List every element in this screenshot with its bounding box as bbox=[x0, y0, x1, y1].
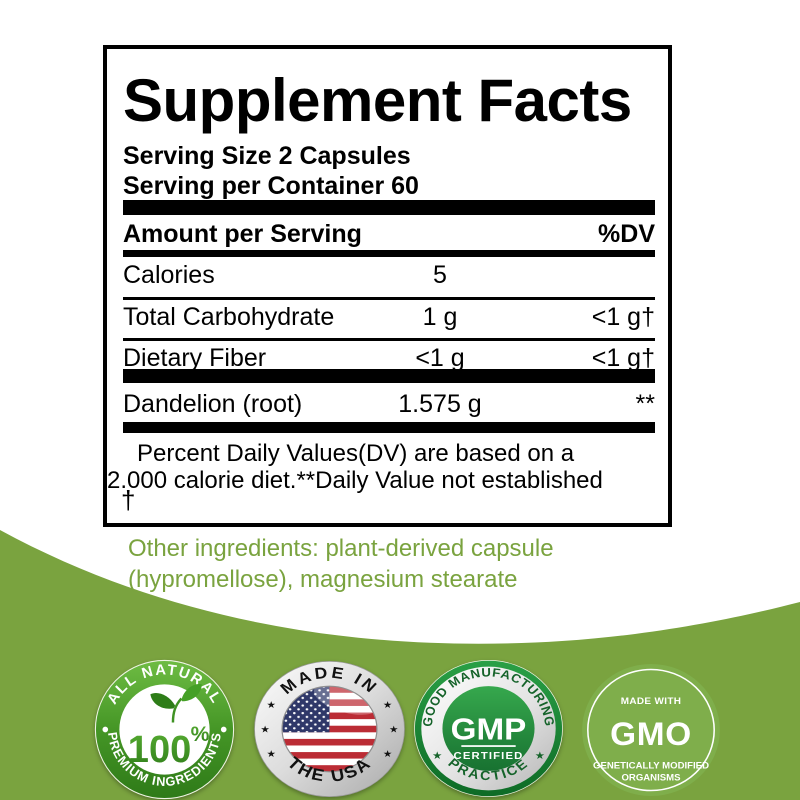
star-icon: ★ bbox=[266, 749, 276, 759]
supplement-facts-panel: Supplement Facts Serving Size 2 Capsules… bbox=[103, 45, 672, 527]
star-icon: ★ bbox=[383, 749, 393, 759]
nutrient-dv: <1 g† bbox=[591, 303, 655, 331]
amount-per-serving-header: Amount per Serving bbox=[123, 220, 362, 248]
footnote-dagger: † bbox=[121, 485, 136, 515]
hundred-percent-value: 100 bbox=[128, 729, 192, 771]
serving-size: Serving Size 2 Capsules bbox=[123, 142, 411, 170]
leaf-sprout-icon bbox=[171, 697, 183, 723]
panel-title: Supplement Facts bbox=[123, 67, 632, 134]
table-row: Calories 5 bbox=[123, 261, 655, 295]
dv-header: %DV bbox=[598, 220, 655, 248]
other-ingredients-line: Other ingredients: plant-derived capsule bbox=[128, 535, 554, 562]
star-icon: ★ bbox=[389, 725, 399, 735]
all-natural-badge: ALL NATURAL PREMIUM INGREDIENTS 100 % bbox=[94, 659, 235, 800]
thick-divider bbox=[123, 422, 655, 433]
nutrient-amount: 5 bbox=[433, 261, 447, 289]
leaf-icon bbox=[181, 683, 202, 702]
dot-separator bbox=[220, 726, 227, 733]
row-divider bbox=[123, 297, 655, 300]
other-ingredients: Other ingredients: plant-derived capsule… bbox=[128, 533, 554, 595]
gmo-value: GMO bbox=[610, 716, 692, 752]
made-in-usa-badge: MADE IN THE USA ★ ★ ★ ★ ★ ★ bbox=[254, 661, 405, 797]
badge-ring bbox=[587, 668, 715, 792]
flag-rim bbox=[281, 685, 378, 773]
star-icon: ★ bbox=[432, 750, 442, 761]
badge-center bbox=[582, 664, 720, 796]
nutrient-name: Calories bbox=[123, 261, 215, 289]
table-row: Total Carbohydrate 1 g <1 g† bbox=[123, 303, 655, 337]
footnote-line: Percent Daily Values(DV) are based on a bbox=[137, 440, 575, 467]
medium-divider bbox=[123, 250, 655, 257]
made-with-label: MADE WITH bbox=[621, 696, 682, 707]
dot-separator bbox=[102, 726, 109, 733]
nutrient-amount: 1 g bbox=[422, 303, 458, 331]
badge-center bbox=[119, 684, 210, 775]
dv-footnote: Percent Daily Values(DV) are based on a … bbox=[107, 440, 662, 514]
table-row: Dandelion (root) 1.575 g ** bbox=[123, 390, 655, 424]
percent-sign: % bbox=[191, 723, 210, 746]
star-icon: ★ bbox=[266, 700, 276, 710]
ingredient-dv: ** bbox=[635, 390, 655, 418]
thick-divider bbox=[123, 200, 655, 215]
badge-center bbox=[442, 686, 535, 771]
nutrient-name: Dietary Fiber bbox=[123, 344, 267, 372]
star-icon: ★ bbox=[383, 700, 393, 710]
nutrient-name: Total Carbohydrate bbox=[123, 303, 335, 331]
nutrient-amount: <1 g bbox=[415, 344, 465, 372]
gmp-certified-badge: GOOD MANUFACTURING PRACTICE ★ ★ GMP CERT… bbox=[414, 660, 563, 797]
nutrient-dv: <1 g† bbox=[591, 344, 655, 372]
servings-per-container: Serving per Container 60 bbox=[123, 172, 419, 200]
other-ingredients-line: (hypromellose), magnesium stearate bbox=[128, 566, 518, 593]
ingredient-amount: 1.575 g bbox=[398, 390, 482, 418]
divider bbox=[461, 745, 516, 747]
ingredient-name: Dandelion (root) bbox=[123, 390, 303, 418]
star-icon: ★ bbox=[535, 750, 545, 761]
genetically-modified-label: GENETICALLY MODIFIED bbox=[593, 761, 709, 771]
footnote-line: 2.000 calorie diet.**Daily Value not est… bbox=[107, 467, 603, 494]
organisms-label: ORGANISMS bbox=[621, 772, 680, 782]
gmo-badge: MADE WITH GMO GENETICALLY MODIFIED ORGAN… bbox=[582, 664, 720, 796]
row-divider bbox=[123, 338, 655, 341]
gmp-value: GMP bbox=[451, 712, 527, 746]
leaf-icon bbox=[150, 692, 176, 709]
certified-label: CERTIFIED bbox=[454, 750, 524, 761]
usa-flag-icon bbox=[282, 686, 377, 772]
star-icon: ★ bbox=[260, 725, 270, 735]
thick-divider bbox=[123, 369, 655, 383]
table-row: Dietary Fiber <1 g <1 g† bbox=[123, 344, 655, 378]
